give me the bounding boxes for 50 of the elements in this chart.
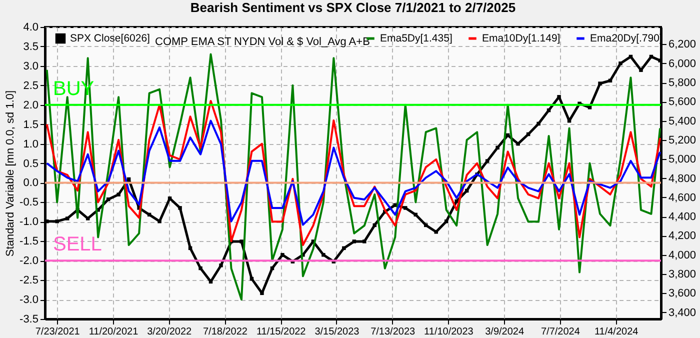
x-tick-label: 3/20/2022 [147,326,192,338]
y-tick-label: 0.0 [23,177,38,190]
y-tick-label: 4.0 [23,22,38,34]
x-tick-label: 3/15/2023 [314,326,360,338]
y-tick-label: 3.5 [23,40,38,53]
chart-title: Bearish Sentiment vs SPX Close 7/1/2021 to 2/7/2025 [190,0,516,15]
x-tick-label: 11/10/2023 [424,326,474,338]
y2-tick-label: 4,000 [668,249,696,262]
y2-tick-label: 4,600 [668,192,696,204]
y2-tick-label: 6,200 [668,38,696,51]
y2-tick-label: 6,000 [668,58,696,70]
y-tick-label: -2.0 [20,255,38,268]
y-tick-label: -0.5 [20,196,38,209]
y2-tick-label: 5,000 [668,154,696,166]
y2-tick-label: 5,200 [668,134,696,146]
y-tick-label: -3.0 [20,294,38,306]
x-tick-label: 7/23/2021 [35,326,80,338]
y2-tick-label: 3,400 [668,306,696,319]
y2-tick-label: 4,200 [668,230,696,242]
legend-label: Ema5Dy[1.435] [380,32,452,44]
y2-tick-label: 4,800 [668,172,696,185]
y2-tick-label: 5,400 [668,115,696,128]
y-tick-label: -1.5 [20,236,38,248]
y2-tick-label: 5,800 [668,77,696,90]
x-tick-label: 11/20/2021 [88,326,139,338]
ref-line-label: SELL [53,234,102,256]
y2-tick-label: 3,800 [668,268,696,281]
legend-label: Ema10Dy[1.149] [482,32,560,44]
x-tick-label: 7/18/2022 [202,326,248,338]
y-tick-label: 2.0 [23,99,38,112]
y-tick-label: 1.5 [23,118,38,131]
x-tick-label: 11/15/2022 [256,326,306,338]
x-tick-label: 7/13/2023 [370,326,416,338]
y-tick-label: 3.0 [23,60,38,72]
y-tick-label: -3.5 [20,314,38,326]
y-tick-label: 0.5 [23,158,38,170]
y2-tick-label: 5,600 [668,96,696,108]
legend-label: SPX Close[6026] [70,32,150,44]
y2-tick-label: 4,400 [668,211,696,224]
y-tick-label: 2.5 [23,80,38,92]
line-series [46,120,661,226]
x-tick-label: 3/9/2024 [485,326,524,338]
x-tick-label: 11/4/2024 [594,326,639,338]
y2-tick-label: 3,600 [668,288,696,300]
y-tick-label: -2.5 [20,274,38,287]
y-axis-title: Standard Variable [mn 0.0, sd 1.0] [4,90,17,257]
y-tick-label: -1.0 [20,216,38,228]
x-tick-label: 7/7/2024 [540,326,580,338]
legend-label: Ema20Dy[.790] [590,32,662,44]
y-tick-label: 1.0 [23,138,38,150]
